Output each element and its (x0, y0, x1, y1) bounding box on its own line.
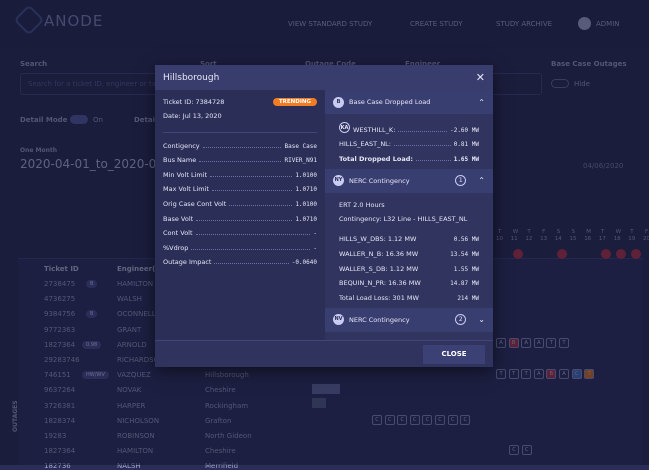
leader (394, 145, 451, 147)
load-key: WESTHILL_K: (353, 125, 396, 134)
detail-row: Bus Name RIVER_N91 (163, 150, 317, 165)
leader (398, 130, 448, 132)
detail-value: - (313, 244, 317, 252)
detail-key: Outage Impact (163, 258, 212, 267)
section-header[interactable]: NV NERC Contingency 2 ⌄ (325, 307, 493, 332)
load-row: Total Load Loss: 301 MW 214 MW (339, 287, 479, 302)
contingency: Contingency: L32 Line - HILLS_EAST_NL (339, 214, 468, 223)
status-badge: TRENDING (272, 98, 317, 106)
leader (191, 248, 311, 250)
load-value: 0.56 MW (453, 236, 479, 244)
detail-value: 1.0100 (295, 200, 317, 208)
detail-key: Min Volt Limit (163, 170, 208, 179)
sections: B Base Case Dropped Load ⌃ KA WESTHILL_K: -2.… (325, 90, 493, 340)
detail-row: Outage Impact -0.0640 (163, 252, 317, 267)
ticket-date: Date: Jul 13, 2020 (163, 112, 222, 120)
load-row: KA WESTHILL_K: -2.60 MW (339, 119, 479, 134)
section-title: Base Case Dropped Load (349, 98, 431, 106)
detail-row: Base Volt 1.0710 (163, 208, 317, 223)
ert: ERT 2.0 Hours (339, 200, 385, 209)
leader (211, 190, 293, 192)
detail-value: 1.0710 (295, 215, 317, 223)
load-row: BEQUIN_N_PR: 16.36 MW 14.87 MW (339, 273, 479, 288)
section-body: KA WESTHILL_K: -2.60 MW HILLS_EAST_NL: 0.81 … (325, 114, 493, 169)
load-value: 1.65 MW (453, 155, 479, 163)
section-title: NERC Contingency (349, 176, 410, 185)
load-value: 0.81 MW (453, 141, 479, 149)
load-row: WALLER_N_B: 16.36 MW 13.54 MW (339, 243, 479, 258)
load-key: BEQUIN_N_PR: 16.36 MW (339, 279, 421, 288)
detail-row: Orig Case Cont Volt 1.0100 (163, 193, 317, 208)
load-row: HILLS_W_DBS: 1.12 MW 0.56 MW (339, 229, 479, 244)
modal-title: Hillsborough (163, 72, 220, 83)
leader (199, 161, 282, 163)
section-title: NERC Contingency (349, 315, 410, 324)
close-icon[interactable]: ✕ (475, 71, 485, 84)
detail-key: Cont Volt (163, 229, 193, 238)
detail-key: Max Volt Limit (163, 185, 209, 194)
load-key: WALLER_S_DB: 1.12 MW (339, 264, 419, 273)
detail-row: Max Volt Limit 1.0710 (163, 179, 317, 194)
modal-header: Hillsborough ✕ (155, 65, 493, 90)
ticket-id: Ticket ID: 7384728 (163, 98, 225, 106)
detail-key: %Vdrop (163, 243, 189, 252)
load-row: HILLS_EAST_NL: 0.81 MW (339, 134, 479, 149)
ticket-panel: Ticket ID: 7384728 TRENDING Date: Jul 13… (155, 90, 325, 340)
modal: Hillsborough ✕ Ticket ID: 7384728 TRENDI… (155, 65, 493, 367)
load-key: Total Load Loss: 301 MW (339, 293, 419, 302)
modal-footer: CLOSE (155, 340, 493, 367)
detail-value: 1.0710 (295, 186, 317, 194)
leader (229, 204, 293, 206)
detail-key: Contigency (163, 141, 200, 150)
detail-value: - (313, 230, 317, 238)
section-icon: NY (333, 175, 344, 187)
detail-row: %Vdrop - (163, 237, 317, 252)
detail-value: RIVER_N91 (284, 157, 317, 165)
load-value: 14.87 MW (450, 280, 479, 288)
detail-row: Cont Volt - (163, 223, 317, 238)
detail-value: Base Case (284, 142, 317, 150)
section-body: ERT 2.0 Hours Contingency: L32 Line - HIL… (325, 193, 493, 308)
leader (196, 219, 293, 221)
load-value: 214 MW (457, 294, 479, 302)
section-count: 2 (455, 314, 467, 326)
section-icon: NV (333, 314, 344, 326)
chevron: ⌃ (478, 97, 485, 107)
chevron: ⌄ (478, 315, 485, 325)
load-value: 13.54 MW (450, 250, 479, 258)
section-icon: B (333, 96, 344, 108)
leader (195, 234, 311, 236)
load-key: Total Dropped Load: (339, 154, 413, 163)
section-header[interactable]: NY NERC Contingency 1 ⌃ (325, 168, 493, 193)
sub-icon: KA (339, 121, 350, 133)
load-row: Total Dropped Load: 1.65 MW (339, 148, 479, 163)
section-header[interactable]: B Base Case Dropped Load ⌃ (325, 90, 493, 114)
close-button[interactable]: CLOSE (423, 345, 485, 364)
detail-value: 1.0100 (295, 171, 317, 179)
detail-row: Contigency Base Case (163, 135, 317, 150)
load-key: WALLER_N_B: 16.36 MW (339, 249, 419, 258)
detail-row: Min Volt Limit 1.0100 (163, 164, 317, 179)
chevron: ⌃ (478, 176, 485, 186)
leader (415, 159, 451, 161)
load-row: WALLER_S_DB: 1.12 MW 1.55 MW (339, 258, 479, 273)
detail-value: -0.0640 (291, 259, 317, 267)
leader (214, 263, 289, 265)
load-value: 1.55 MW (453, 265, 479, 273)
leader (210, 175, 293, 177)
load-value: -2.60 MW (450, 126, 479, 134)
load-key: HILLS_W_DBS: 1.12 MW (339, 235, 417, 244)
detail-key: Base Volt (163, 214, 194, 223)
detail-key: Orig Case Cont Volt (163, 199, 227, 208)
section-count: 1 (455, 175, 467, 187)
detail-key: Bus Name (163, 156, 197, 165)
load-key: HILLS_EAST_NL: (339, 140, 391, 149)
leader (202, 146, 282, 148)
